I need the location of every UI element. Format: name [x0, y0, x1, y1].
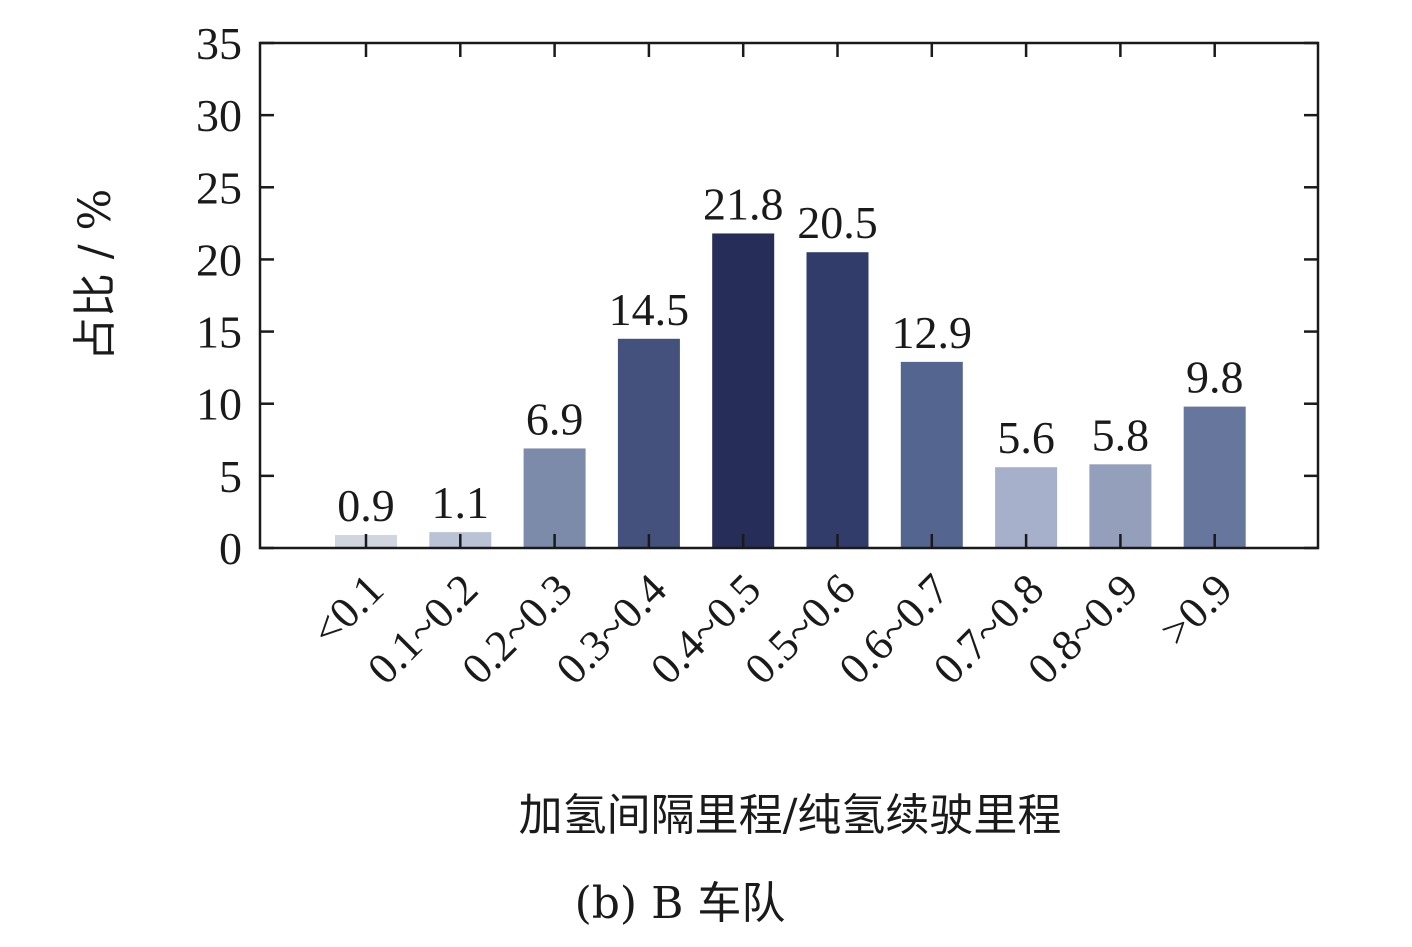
figure-caption: (b) B 车队 [575, 878, 786, 929]
y-tick-label: 20 [196, 234, 242, 285]
bar [900, 361, 963, 548]
y-tick-label: 10 [196, 379, 242, 430]
x-tick-label: >0.9 [1151, 564, 1242, 655]
y-tick-label: 25 [196, 162, 242, 213]
plot-frame [258, 41, 1320, 550]
bar [712, 233, 775, 548]
bar [617, 338, 680, 548]
bar-value-label: 12.9 [892, 307, 973, 358]
plot-border [258, 41, 1320, 550]
bars-layer: 0.9 1.1 6.9 14.5 21.8 20.5 12.9 5.6 5.8 9.8 [335, 178, 1246, 548]
y-tick-label: 15 [196, 307, 242, 358]
y-axis-title: 占比 / % [70, 189, 121, 362]
bar-value-label: 21.8 [703, 178, 784, 229]
bar-value-label: 20.5 [797, 197, 878, 248]
bar [806, 252, 869, 548]
bar-value-label: 0.9 [337, 480, 395, 531]
bar-value-label: 1.1 [432, 477, 490, 528]
bar [523, 448, 586, 548]
bar [1183, 406, 1246, 548]
y-tick-label: 30 [196, 90, 242, 141]
y-tick-label: 5 [219, 451, 242, 502]
bar-value-label: 14.5 [609, 284, 690, 335]
y-tick-label: 35 [196, 18, 242, 69]
bar-value-label: 9.8 [1186, 352, 1244, 403]
y-tick-label: 0 [219, 523, 242, 574]
y-axis: 0 5 10 15 20 25 30 35 [196, 18, 1318, 574]
bar-value-label: 6.9 [526, 393, 584, 444]
bar-value-label: 5.8 [1092, 409, 1150, 460]
x-axis-title: 加氢间隔里程/纯氢续驶里程 [519, 790, 1062, 841]
bar-value-label: 5.6 [997, 412, 1055, 463]
